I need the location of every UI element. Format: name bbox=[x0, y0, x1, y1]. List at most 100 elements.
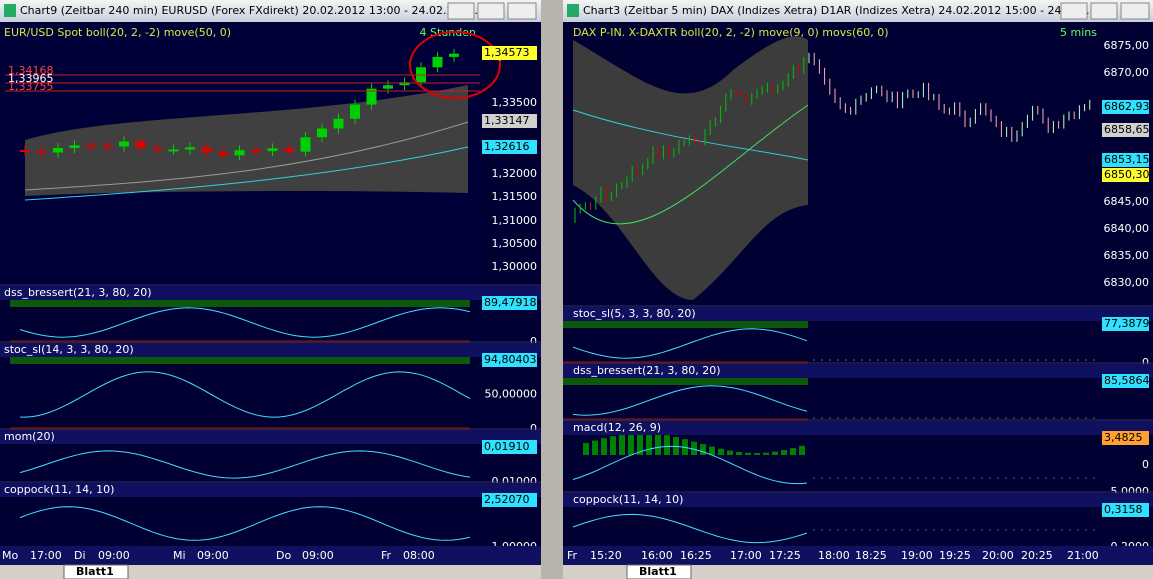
panel-header-band bbox=[563, 421, 1153, 435]
panel-header-band bbox=[0, 483, 541, 497]
histogram-bar bbox=[628, 433, 634, 455]
y-tick-label: 6870,00 bbox=[1104, 66, 1150, 79]
price-marker bbox=[1102, 100, 1149, 114]
panel-header-band bbox=[563, 307, 1153, 321]
panel-header-band bbox=[0, 343, 541, 357]
panel-label: 3,4825 bbox=[1104, 431, 1143, 444]
x-axis-band bbox=[0, 546, 541, 566]
x-tick-label: 18:00 bbox=[818, 549, 850, 562]
ma-line bbox=[572, 109, 809, 161]
histogram-bar bbox=[619, 434, 625, 455]
y-tick-label: 1,31500 bbox=[492, 190, 538, 203]
histogram-bar bbox=[772, 451, 778, 455]
chart-header: DAX P-IN. X-DAXTR boll(20, 2, -2) move(9… bbox=[573, 26, 889, 39]
y-tick-label: 6830,00 bbox=[1104, 276, 1150, 289]
window-title: Chart3 (Zeitbar 5 min) DAX (Indizes Xetr… bbox=[583, 4, 1090, 17]
y-tick-label: 1,31000 bbox=[492, 214, 538, 227]
x-tick-label: 17:00 bbox=[730, 549, 762, 562]
histogram-bar bbox=[709, 446, 715, 455]
value-marker bbox=[1102, 374, 1149, 388]
panel-header-band bbox=[0, 286, 541, 300]
indicator-line bbox=[20, 371, 471, 418]
candle bbox=[284, 148, 294, 152]
x-tick-label: 09:00 bbox=[98, 549, 130, 562]
x-tick-label: 21:00 bbox=[1067, 549, 1099, 562]
indicator-line bbox=[19, 307, 471, 338]
chart-header: EUR/USD Spot boll(20, 2, -2) move(50, 0) bbox=[4, 26, 231, 39]
price-marker bbox=[482, 114, 537, 128]
panel-header: macd(12, 26, 9) bbox=[573, 421, 661, 434]
window-icon bbox=[4, 4, 16, 17]
bollinger-band bbox=[573, 36, 808, 300]
candle bbox=[152, 147, 162, 150]
x-tick-label: 17:25 bbox=[769, 549, 801, 562]
y-tick-label: 6840,00 bbox=[1104, 222, 1150, 235]
level-label: 1,33755 bbox=[8, 80, 54, 93]
title-bar bbox=[0, 0, 541, 22]
panel-label: 77,3879 bbox=[1104, 317, 1150, 330]
window-buttons[interactable] bbox=[447, 2, 537, 20]
candle bbox=[201, 147, 212, 153]
candle bbox=[300, 137, 311, 152]
candle bbox=[135, 141, 146, 148]
panel-label: 50,00000 bbox=[485, 388, 538, 401]
x-tick-label: 16:25 bbox=[680, 549, 712, 562]
panel-header-band bbox=[0, 430, 541, 444]
histogram-bar bbox=[610, 436, 616, 455]
zone-hi bbox=[10, 300, 470, 307]
histogram-bar bbox=[637, 433, 643, 455]
window-buttons[interactable] bbox=[1060, 2, 1150, 20]
splitter[interactable] bbox=[541, 0, 563, 579]
x-tick-label: 17:00 bbox=[30, 549, 62, 562]
value-marker bbox=[482, 493, 537, 507]
window-title: Chart9 (Zeitbar 240 min) EURUSD (Forex F… bbox=[20, 4, 478, 17]
panel-label: 0,3158 bbox=[1104, 503, 1143, 516]
level-label: 1,33965 bbox=[8, 72, 54, 85]
candle bbox=[168, 149, 179, 152]
histogram-bar bbox=[763, 452, 769, 455]
sheet-tab[interactable] bbox=[63, 564, 129, 579]
candle bbox=[69, 145, 80, 149]
y-tick-label: 6835,00 bbox=[1104, 249, 1150, 262]
histogram-bar bbox=[646, 433, 652, 455]
x-tick-label: 08:00 bbox=[403, 549, 435, 562]
sheet-tab[interactable] bbox=[626, 564, 692, 579]
panel-header: dss_bressert(21, 3, 80, 20) bbox=[4, 286, 152, 299]
zone-hi bbox=[563, 321, 808, 328]
y-tick-label: 1,32000 bbox=[492, 167, 538, 180]
histogram-bar bbox=[655, 433, 661, 455]
candle bbox=[86, 145, 96, 148]
candle bbox=[53, 148, 63, 153]
histogram-bar bbox=[700, 444, 706, 455]
x-tick-label: 18:25 bbox=[855, 549, 887, 562]
candle bbox=[317, 128, 327, 138]
panel-label: 0,01910 bbox=[484, 440, 530, 453]
title-bar bbox=[563, 0, 1153, 22]
tab-bar bbox=[563, 565, 1153, 579]
x-tick-label: 20:00 bbox=[982, 549, 1014, 562]
indicator-line bbox=[572, 513, 808, 544]
price-marker bbox=[1102, 123, 1149, 137]
price-marker bbox=[1102, 153, 1149, 167]
candle bbox=[267, 148, 278, 152]
price-label: 1,33147 bbox=[484, 114, 530, 127]
candle bbox=[251, 150, 261, 153]
histogram-bar bbox=[736, 451, 742, 455]
y-tick-label: 1,33500 bbox=[492, 96, 538, 109]
price-label: 6862,93 bbox=[1104, 100, 1150, 113]
zone-hi bbox=[10, 357, 470, 364]
indicator-line bbox=[19, 450, 471, 479]
histogram-bar bbox=[781, 450, 787, 455]
panel-label: 0 bbox=[1142, 458, 1149, 471]
histogram-bar bbox=[592, 440, 598, 455]
panel-label: 85,5864 bbox=[1104, 374, 1150, 387]
sheet-tab-label: Blatt1 bbox=[76, 565, 114, 578]
price-marker bbox=[1102, 168, 1149, 182]
tab-bar bbox=[0, 565, 541, 579]
x-tick-label: Mo bbox=[2, 549, 18, 562]
price-marker bbox=[482, 46, 537, 60]
y-tick-label: 6845,00 bbox=[1104, 195, 1150, 208]
histogram-bar bbox=[754, 452, 760, 455]
x-tick-label: 19:00 bbox=[901, 549, 933, 562]
